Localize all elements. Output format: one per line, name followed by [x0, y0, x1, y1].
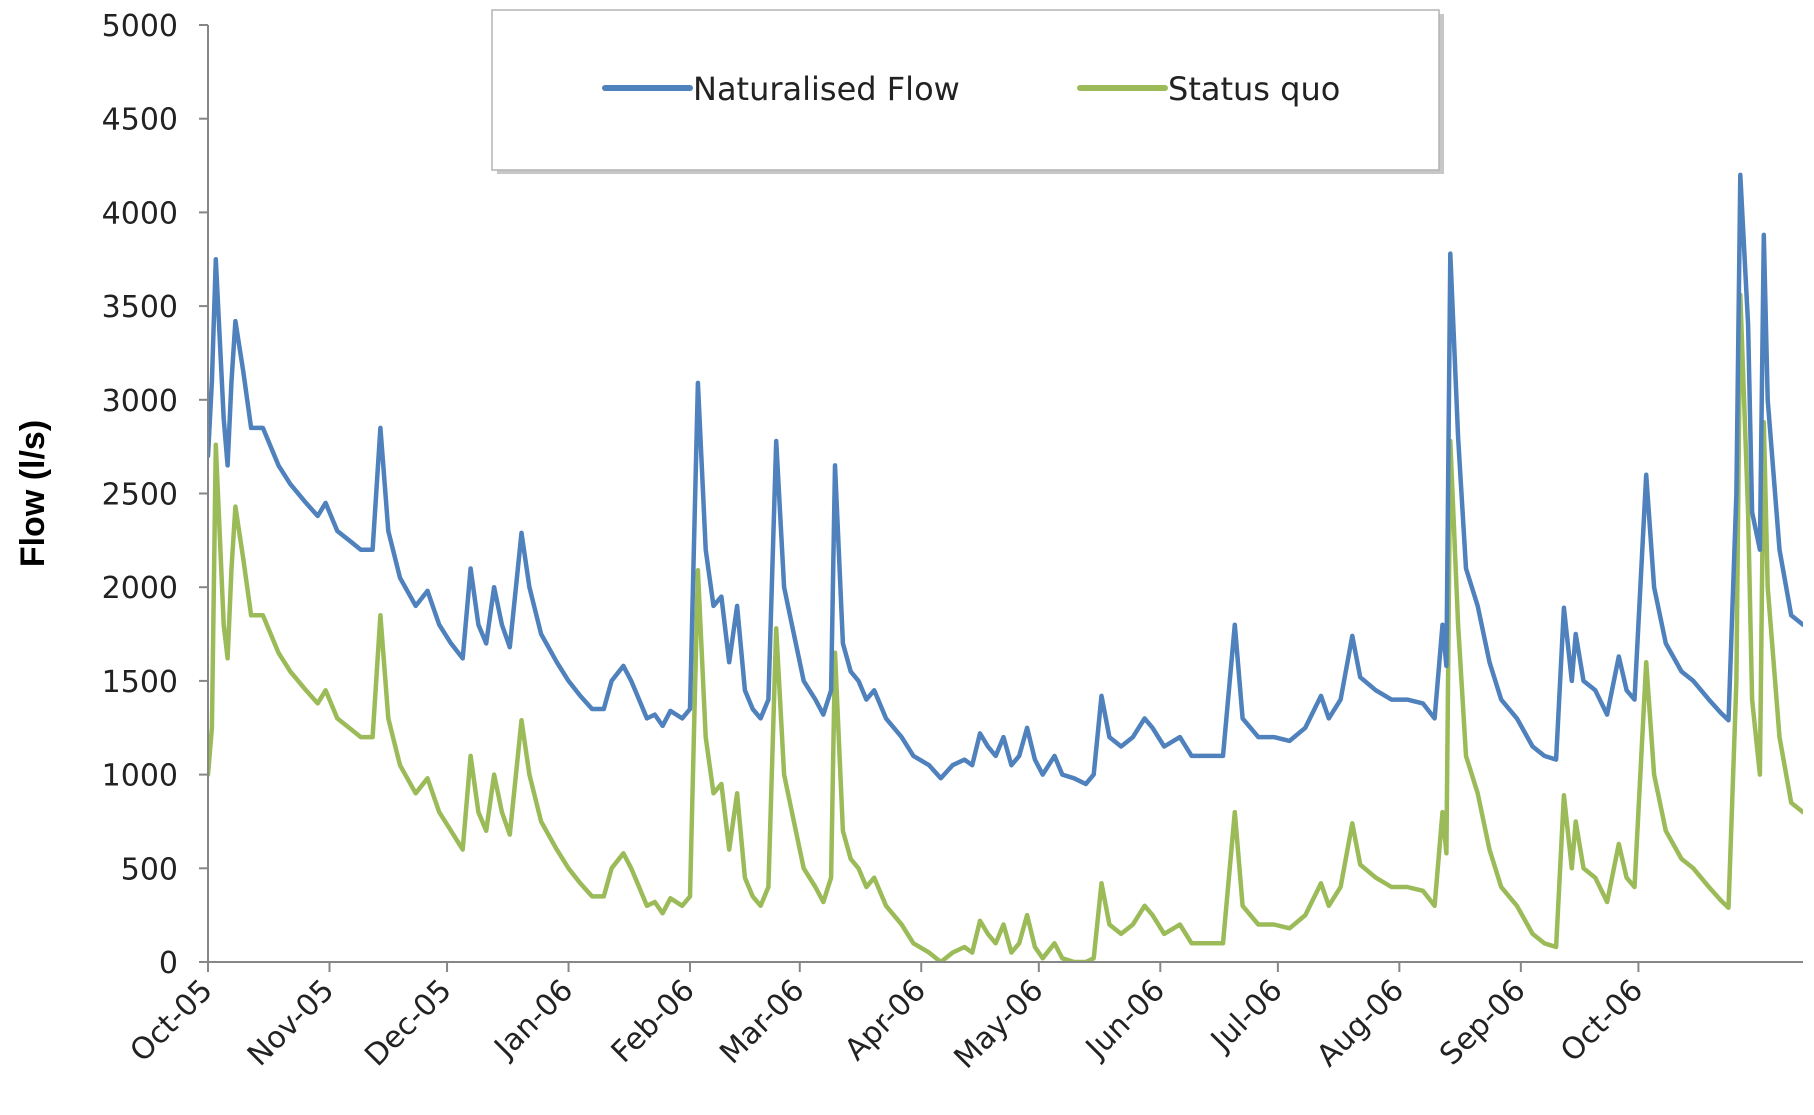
- y-tick-label: 500: [121, 852, 178, 887]
- y-tick-label: 4000: [102, 196, 178, 231]
- y-tick-label: 3000: [102, 384, 178, 419]
- y-tick-label: 5000: [102, 9, 178, 44]
- y-tick-label: 1500: [102, 665, 178, 700]
- y-tick-label: 2000: [102, 571, 178, 606]
- legend-label-status-quo: Status quo: [1168, 70, 1340, 108]
- y-tick-label: 3500: [102, 290, 178, 325]
- legend: Naturalised Flow Status quo: [491, 9, 1444, 174]
- y-tick-label: 1000: [102, 759, 178, 794]
- y-axis-title: Flow (l/s): [14, 420, 52, 567]
- y-axis-ticks: 0 500 1000 1500 2000 2500 3000 3500 4000 4500 5000: [102, 9, 208, 981]
- series-layer: [208, 172, 1803, 962]
- y-tick-label: 4500: [102, 103, 178, 138]
- series-line-naturalised-flow: [208, 172, 1803, 787]
- series-line-status-quo: [208, 292, 1803, 962]
- legend-label-naturalised-flow: Naturalised Flow: [693, 70, 960, 108]
- y-tick-label: 2500: [102, 478, 178, 513]
- y-tick-label: 0: [159, 946, 178, 981]
